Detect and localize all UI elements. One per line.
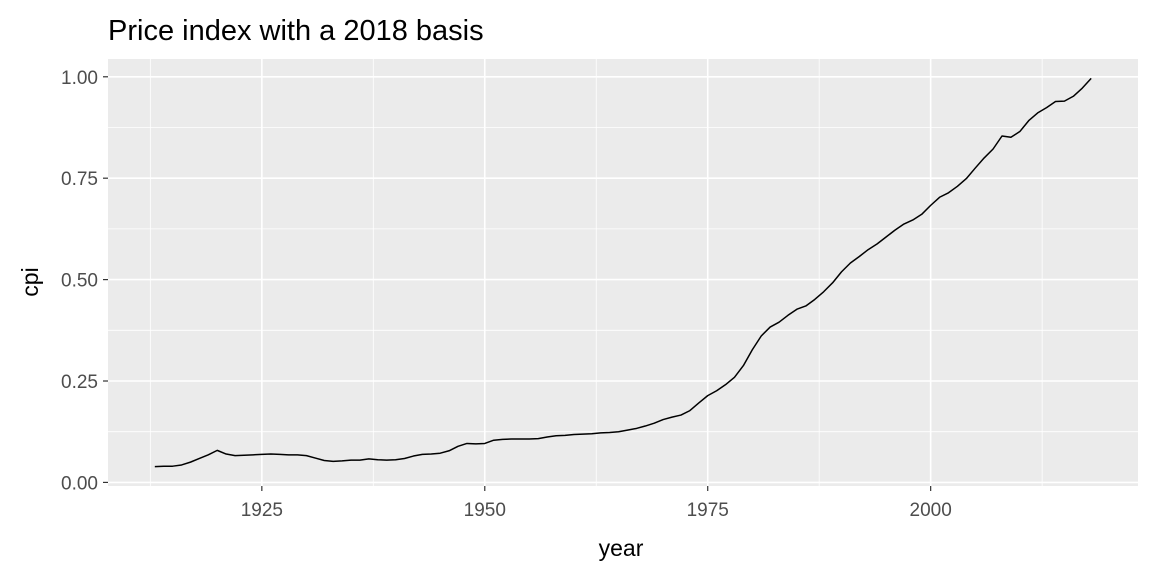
plot-panel xyxy=(108,59,1138,486)
chart-title: Price index with a 2018 basis xyxy=(108,15,484,47)
y-tick-label: 0.00 xyxy=(61,473,98,494)
minor-gridlines xyxy=(108,59,1138,486)
y-tick-label: 1.00 xyxy=(61,68,98,89)
y-axis: 0.00 0.25 0.50 0.75 1.00 xyxy=(61,68,108,494)
x-axis: 1925 1950 1975 2000 xyxy=(241,486,952,521)
x-tick-label: 1925 xyxy=(241,500,283,521)
y-tick-label: 0.25 xyxy=(61,372,98,393)
cpi-line xyxy=(154,77,1092,468)
y-axis-title: cpi xyxy=(17,267,43,296)
x-axis-title: year xyxy=(599,535,644,561)
y-tick-label: 0.50 xyxy=(61,271,98,292)
x-tick-label: 1975 xyxy=(687,500,729,521)
x-tick-label: 2000 xyxy=(910,500,952,521)
major-gridlines xyxy=(108,59,1138,486)
y-tick-label: 0.75 xyxy=(61,169,98,190)
x-tick-label: 1950 xyxy=(464,500,506,521)
